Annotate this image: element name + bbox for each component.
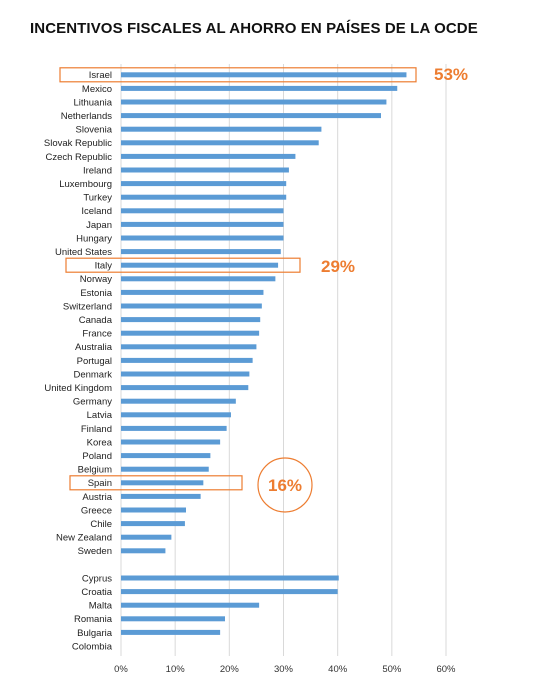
bar	[121, 398, 236, 404]
category-label: Hungary	[76, 233, 112, 244]
category-label: Netherlands	[61, 111, 112, 122]
bar	[121, 72, 407, 78]
category-label: Colombia	[72, 641, 113, 652]
category-label: Turkey	[83, 193, 112, 204]
bar	[121, 453, 211, 459]
annotation-label: 29%	[321, 257, 355, 276]
bar	[121, 262, 279, 268]
category-label: Lithuania	[73, 97, 112, 108]
bar	[121, 575, 339, 581]
category-label: France	[82, 329, 112, 340]
bar	[121, 126, 322, 132]
bar	[121, 153, 296, 159]
bar	[121, 113, 381, 119]
bar	[121, 85, 398, 91]
highlight-box	[59, 67, 417, 83]
category-label: Romania	[74, 614, 113, 625]
bar	[121, 276, 276, 282]
x-tick-label: 40%	[328, 664, 348, 675]
category-label: Cyprus	[82, 573, 112, 584]
bar	[121, 371, 250, 377]
bar	[121, 249, 281, 255]
bar	[121, 439, 221, 445]
bar	[121, 167, 289, 173]
bar	[121, 181, 287, 187]
bar	[121, 317, 261, 323]
category-label: Slovenia	[76, 125, 113, 136]
bar	[121, 480, 204, 486]
highlight-box	[65, 257, 301, 273]
bar	[121, 330, 260, 336]
highlight-box	[69, 475, 243, 491]
bar	[121, 534, 172, 540]
category-label: New Zealand	[56, 533, 112, 544]
category-label: Bulgaria	[77, 628, 113, 639]
x-tick-label: 0%	[114, 664, 128, 675]
bar	[121, 140, 319, 146]
category-label: Australia	[75, 342, 113, 353]
category-label: Slovak Republic	[44, 138, 112, 149]
bar	[121, 344, 257, 350]
category-label: Spain	[88, 478, 112, 489]
category-label: Poland	[82, 451, 112, 462]
bar	[121, 466, 209, 472]
bar	[121, 507, 186, 513]
bar	[121, 385, 249, 391]
category-label: United Kingdom	[44, 383, 112, 394]
category-label: Italy	[95, 261, 113, 272]
category-label: Belgium	[78, 465, 112, 476]
bar	[121, 99, 387, 105]
bar	[121, 493, 201, 499]
category-label: Germany	[73, 397, 112, 408]
bar	[121, 521, 185, 527]
x-tick-label: 60%	[436, 664, 456, 675]
category-label: United States	[55, 247, 112, 258]
bar	[121, 235, 284, 241]
chart-title: INCENTIVOS FISCALES AL AHORRO EN PAÍSES …	[30, 20, 478, 37]
category-label: Korea	[87, 437, 113, 448]
x-tick-label: 30%	[274, 664, 294, 675]
x-tick-label: 20%	[220, 664, 240, 675]
category-label: Croatia	[81, 587, 112, 598]
category-label: Switzerland	[63, 301, 112, 312]
bar	[121, 412, 231, 418]
x-tick-label: 50%	[382, 664, 402, 675]
category-label: Israel	[89, 70, 112, 81]
category-label: Iceland	[81, 206, 112, 217]
bar	[121, 289, 264, 295]
annotation-label: 53%	[434, 65, 468, 84]
category-label: Malta	[89, 601, 113, 612]
category-label: Latvia	[87, 410, 113, 421]
bar	[121, 616, 225, 622]
category-label: Ireland	[83, 165, 112, 176]
bar	[121, 208, 284, 214]
x-tick-label: 10%	[166, 664, 186, 675]
annotation-label: 16%	[268, 476, 302, 495]
category-label: Luxembourg	[59, 179, 112, 190]
category-label: Portugal	[77, 356, 112, 367]
bar	[121, 589, 338, 595]
category-label: Sweden	[78, 546, 112, 557]
bar	[121, 548, 166, 554]
category-label: Chile	[90, 519, 112, 530]
category-label: Czech Republic	[45, 152, 112, 163]
bar	[121, 303, 262, 309]
category-label: Canada	[79, 315, 113, 326]
category-label: Mexico	[82, 84, 112, 95]
bar	[121, 425, 227, 431]
category-label: Finland	[81, 424, 112, 435]
bar	[121, 629, 221, 635]
category-label: Denmark	[73, 369, 112, 380]
bar	[121, 602, 260, 608]
category-label: Austria	[82, 492, 112, 503]
highlight-circle	[257, 457, 313, 513]
bar	[121, 194, 287, 200]
category-label: Greece	[81, 505, 112, 516]
category-label: Norway	[80, 274, 112, 285]
bar	[121, 357, 253, 363]
bar	[121, 221, 284, 227]
category-label: Estonia	[80, 288, 112, 299]
category-label: Japan	[86, 220, 112, 231]
